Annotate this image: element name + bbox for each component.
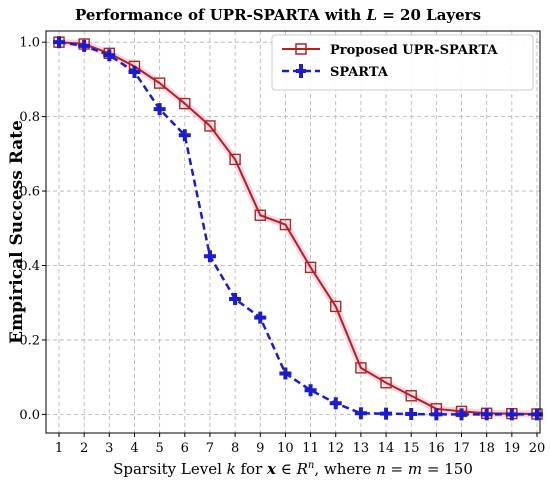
legend-marker-sparta: [296, 64, 306, 78]
legend-marker-upr-sparta: [295, 43, 307, 55]
x-tick-label: 9: [256, 441, 264, 456]
data-point-sparta: [78, 39, 91, 52]
x-tick-label: 15: [403, 441, 420, 456]
data-point-sparta: [53, 36, 65, 49]
y-axis-label: Empirical Success Rate: [7, 120, 27, 344]
data-point-proposed-upr-sparta: [153, 77, 166, 89]
legend-box: [271, 34, 534, 91]
x-tick-label: 1: [55, 441, 63, 456]
x-tick-label: 19: [504, 441, 521, 456]
x-tick-label: 8: [231, 441, 239, 456]
data-point-proposed-upr-sparta: [330, 300, 342, 313]
x-tick-label: 16: [428, 441, 445, 456]
legend-entry-upr-sparta: Proposed UPR-SPARTA: [282, 43, 498, 58]
legend-label-upr-sparta: Proposed UPR-SPARTA: [330, 43, 498, 58]
data-point-proposed-upr-sparta: [380, 377, 392, 389]
data-point-sparta: [405, 408, 418, 421]
data-point-proposed-upr-sparta: [229, 153, 241, 166]
data-point-sparta: [354, 407, 367, 420]
plot-frame: [45, 30, 541, 434]
data-point-sparta: [203, 250, 216, 263]
series-layer: [53, 36, 543, 421]
x-tick-label: 12: [327, 441, 344, 456]
data-point-sparta: [329, 397, 342, 410]
x-tick-label: 4: [130, 441, 138, 456]
x-tick-label: 11: [302, 441, 319, 456]
data-point-sparta: [279, 367, 292, 380]
x-tick-label: 7: [206, 441, 214, 456]
x-tick-label: 3: [105, 441, 113, 456]
legend-label-sparta: SPARTA: [330, 65, 389, 80]
data-point-sparta: [128, 65, 141, 78]
data-point-sparta: [153, 103, 166, 116]
x-tick-label: 5: [155, 441, 163, 456]
data-point-sparta: [505, 408, 518, 421]
y-tick-label: 0.0: [19, 408, 40, 423]
x-tick-label: 20: [529, 441, 546, 456]
data-point-sparta: [480, 408, 493, 421]
x-tick-label: 10: [277, 441, 294, 456]
y-tick-label: 0.2: [19, 333, 40, 348]
data-point-sparta: [178, 129, 191, 142]
x-tick-label: 17: [453, 441, 470, 456]
y-tick-label: 0.8: [19, 110, 40, 125]
y-tick-label: 0.4: [19, 259, 40, 274]
x-tick-label: 6: [181, 441, 189, 456]
legend-entry-sparta: SPARTA: [282, 64, 389, 80]
data-point-sparta: [455, 408, 468, 421]
x-tick-label: 2: [80, 441, 88, 456]
y-tick-label: 1.0: [19, 36, 40, 51]
x-tick-label: 13: [353, 441, 370, 456]
data-point-proposed-upr-sparta: [355, 362, 367, 374]
data-point-sparta: [304, 384, 317, 397]
legend: Proposed UPR-SPARTA SPARTA: [271, 34, 534, 91]
x-tick-label: 18: [478, 441, 495, 456]
data-point-proposed-upr-sparta: [254, 209, 266, 221]
data-point-sparta: [229, 293, 242, 305]
y-tick-label: 0.6: [19, 185, 40, 200]
data-point-proposed-upr-sparta: [204, 120, 216, 132]
data-point-sparta: [254, 311, 267, 324]
data-point-proposed-upr-sparta: [405, 390, 417, 402]
series-line-sparta: [58, 40, 537, 416]
data-point-proposed-upr-sparta: [179, 97, 191, 110]
data-point-proposed-upr-sparta: [304, 261, 317, 274]
data-point-sparta: [380, 407, 393, 420]
data-point-proposed-upr-sparta: [279, 218, 292, 231]
data-point-sparta: [430, 408, 443, 421]
series-line-proposed-upr-sparta: [58, 41, 538, 416]
data-point-sparta: [103, 49, 116, 62]
x-axis-label: Sparsity Level k for x ∈ Rn, where n = m…: [113, 460, 473, 478]
x-tick-label: 14: [378, 441, 395, 456]
series-glow-proposed-upr-sparta: [58, 38, 538, 418]
chart-title: Performance of UPR-SPARTA with L = 20 La…: [75, 6, 481, 24]
axis-ticks: 1 2 3 4 5 6 7 8 9 10 11 12 13 14 15 16 17 18 19 200.00.20.4…: [19, 36, 545, 456]
